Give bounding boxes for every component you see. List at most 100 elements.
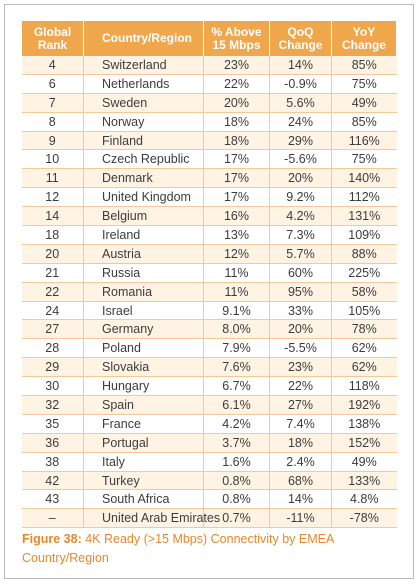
table-row: 36 Portugal 3.7% 18% 152%	[21, 433, 397, 453]
cell-country: Portugal	[83, 433, 204, 453]
cell-yoy: 85%	[331, 56, 397, 75]
cell-rank: 36	[21, 433, 84, 453]
cell-country: Slovakia	[83, 357, 204, 378]
cell-above15: 17%	[203, 168, 270, 189]
cell-country: Norway	[83, 112, 204, 132]
cell-rank: 27	[21, 319, 84, 340]
cell-country: South Africa	[83, 489, 204, 510]
cell-country: Finland	[83, 131, 204, 151]
cell-above15: 18%	[203, 131, 270, 151]
cell-country: United Kingdom	[83, 187, 204, 208]
cell-above15: 16%	[203, 206, 270, 227]
cell-country: Italy	[83, 452, 204, 472]
table-body: 4 Switzerland 23% 14% 85% 6 Netherlands 22% -0.…	[21, 56, 397, 529]
table-row: 30 Hungary 6.7% 22% 118%	[21, 376, 397, 397]
cell-above15: 18%	[203, 112, 270, 132]
cell-rank: 10	[21, 149, 84, 170]
cell-above15: 6.7%	[203, 376, 270, 397]
cell-rank: 7	[21, 93, 84, 113]
header-yoy-line2: Change	[341, 37, 386, 52]
cell-country: Czech Republic	[83, 149, 204, 170]
cell-rank: 38	[21, 452, 84, 472]
cell-rank: 11	[21, 168, 84, 189]
cell-qoq: -5.5%	[269, 338, 332, 359]
header-above15-line1: % Above	[211, 24, 262, 39]
cell-above15: 22%	[203, 74, 270, 94]
cell-above15: 7.6%	[203, 357, 270, 378]
cell-yoy: 105%	[331, 301, 397, 321]
cell-rank: 8	[21, 112, 84, 132]
cell-country: Spain	[83, 395, 204, 415]
cell-above15: 7.9%	[203, 338, 270, 359]
table-row: 11 Denmark 17% 20% 140%	[21, 168, 397, 189]
cell-qoq: 14%	[269, 56, 332, 75]
cell-country: Poland	[83, 338, 204, 359]
header-qoq-change: QoQ Change	[269, 21, 332, 56]
cell-qoq: 95%	[269, 282, 332, 302]
cell-above15: 17%	[203, 187, 270, 208]
cell-above15: 1.6%	[203, 452, 270, 472]
cell-yoy: 78%	[331, 319, 397, 340]
cell-country: Netherlands	[83, 74, 204, 94]
table-row: 42 Turkey 0.8% 68% 133%	[21, 471, 397, 491]
header-yoy-line1: YoY	[352, 24, 376, 39]
cell-qoq: -0.9%	[269, 74, 332, 94]
cell-qoq: 9.2%	[269, 187, 332, 208]
cell-above15: 17%	[203, 149, 270, 170]
cell-qoq: 2.4%	[269, 452, 332, 472]
cell-yoy: 62%	[331, 357, 397, 378]
table-row: 12 United Kingdom 17% 9.2% 112%	[21, 187, 397, 208]
cell-yoy: 112%	[331, 187, 397, 208]
cell-yoy: 85%	[331, 112, 397, 132]
cell-qoq: 5.6%	[269, 93, 332, 113]
cell-yoy: 88%	[331, 244, 397, 264]
table-row: 35 France 4.2% 7.4% 138%	[21, 414, 397, 434]
header-qoq-line1: QoQ	[287, 24, 314, 39]
cell-country: Romania	[83, 282, 204, 302]
header-rank-line1: Global	[33, 24, 72, 39]
cell-yoy: 58%	[331, 282, 397, 302]
figure-caption: Figure 38: 4K Ready (>15 Mbps) Connectiv…	[22, 530, 392, 568]
cell-rank: 30	[21, 376, 84, 397]
cell-yoy: 225%	[331, 263, 397, 283]
cell-country: Switzerland	[83, 56, 204, 75]
cell-qoq: 24%	[269, 112, 332, 132]
cell-country: Sweden	[83, 93, 204, 113]
cell-yoy: 109%	[331, 225, 397, 245]
cell-country: Germany	[83, 319, 204, 340]
header-yoy-change: YoY Change	[331, 21, 397, 56]
cell-country: Denmark	[83, 168, 204, 189]
cell-rank: 42	[21, 471, 84, 491]
cell-yoy: 4.8%	[331, 489, 397, 510]
cell-qoq: 22%	[269, 376, 332, 397]
table-row: 38 Italy 1.6% 2.4% 49%	[21, 452, 397, 472]
table-row: 43 South Africa 0.8% 14% 4.8%	[21, 489, 397, 510]
cell-yoy: 192%	[331, 395, 397, 415]
cell-yoy: 75%	[331, 74, 397, 94]
table-row: 21 Russia 11% 60% 225%	[21, 263, 397, 283]
cell-rank: 18	[21, 225, 84, 245]
cell-country: Israel	[83, 301, 204, 321]
cell-yoy: 49%	[331, 93, 397, 113]
cell-qoq: 29%	[269, 131, 332, 151]
cell-rank: 35	[21, 414, 84, 434]
cell-qoq: 68%	[269, 471, 332, 491]
table-header-row: Global Rank Country/Region % Above 15 Mb…	[21, 21, 397, 56]
header-global-rank: Global Rank	[21, 21, 84, 56]
header-country-region: Country/Region	[83, 21, 204, 56]
cell-yoy: 62%	[331, 338, 397, 359]
cell-qoq: 18%	[269, 433, 332, 453]
cell-above15: 13%	[203, 225, 270, 245]
header-rank-line2: Rank	[37, 37, 68, 52]
cell-above15: 4.2%	[203, 414, 270, 434]
cell-above15: 0.7%	[203, 508, 270, 529]
figure-title-line1: 4K Ready (>15 Mbps) Connectivity by EMEA	[85, 532, 335, 546]
cell-country: Hungary	[83, 376, 204, 397]
header-above15-line2: 15 Mbps	[212, 37, 261, 52]
cell-yoy: 49%	[331, 452, 397, 472]
cell-country: France	[83, 414, 204, 434]
cell-rank: 6	[21, 74, 84, 94]
cell-above15: 23%	[203, 56, 270, 75]
cell-country: Austria	[83, 244, 204, 264]
emea-connectivity-table: Global Rank Country/Region % Above 15 Mb…	[21, 21, 397, 529]
